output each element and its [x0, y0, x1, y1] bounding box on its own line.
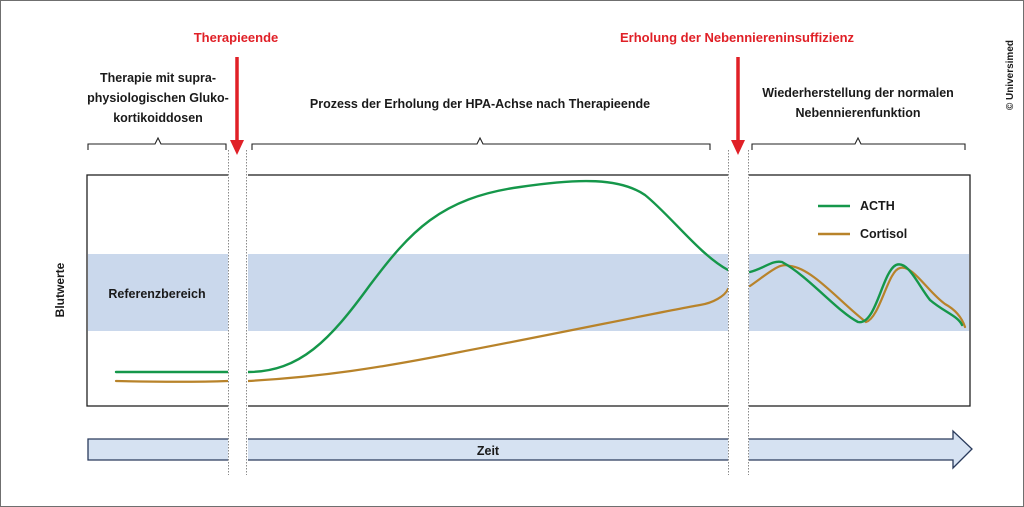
time-label: Zeit [477, 444, 500, 458]
acth-curve [114, 179, 964, 374]
y-axis-label: Blutwerte [53, 262, 67, 317]
phase1-label: Therapie mit supra- physiologischen Gluk… [87, 71, 229, 125]
therapy-end-arrow [230, 57, 244, 155]
reference-label: Referenzbereich [108, 287, 205, 301]
gap-strip-recovery-fill [728, 150, 749, 475]
therapy-end-label: Therapieende [194, 30, 279, 45]
legend-acth-label: ACTH [860, 199, 895, 213]
recovery-arrow-head [731, 140, 745, 155]
phase2-label: Prozess der Erholung der HPA-Achse nach … [310, 97, 650, 111]
legend-cortisol-label: Cortisol [860, 227, 907, 241]
phase1-line3: kortikoiddosen [113, 111, 203, 125]
phase2-brace [251, 136, 711, 150]
therapy-end-arrow-head [230, 140, 244, 155]
phase3-brace [751, 136, 966, 150]
gap-strip-recovery [728, 150, 749, 475]
recovery-label: Erholung der Nebenniereninsuffizienz [620, 30, 855, 45]
phase1-brace [87, 136, 227, 150]
phase-braces [87, 136, 966, 150]
copyright-text: © Universimed [1005, 40, 1016, 110]
phase3-line2: Nebennierenfunktion [795, 106, 920, 120]
phase3-label: Wiederherstellung der normalen Nebennier… [762, 86, 954, 120]
phase1-line1: Therapie mit supra- [100, 71, 216, 85]
gap-strip-therapy-end-fill [228, 150, 248, 475]
reference-band [88, 254, 969, 331]
phase1-line2: physiologischen Gluko- [87, 91, 229, 105]
recovery-arrow [731, 57, 745, 155]
legend: ACTH Cortisol [818, 199, 907, 241]
phase3-line1: Wiederherstellung der normalen [762, 86, 954, 100]
gap-strip-therapy-end [228, 150, 248, 475]
